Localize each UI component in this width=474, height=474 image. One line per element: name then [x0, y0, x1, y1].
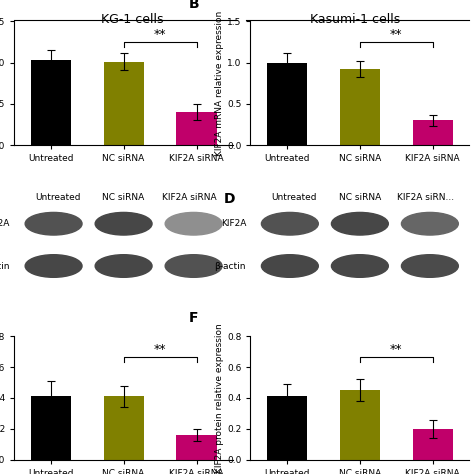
- Bar: [267, 63, 307, 145]
- Text: KIF2A: KIF2A: [0, 219, 10, 228]
- Ellipse shape: [262, 212, 319, 235]
- Text: NC siRNA: NC siRNA: [102, 193, 145, 202]
- Bar: [103, 396, 144, 460]
- Text: Kasumi-1 cells: Kasumi-1 cells: [310, 13, 401, 26]
- Text: **: **: [154, 28, 166, 41]
- Bar: [340, 69, 380, 145]
- Ellipse shape: [25, 212, 82, 235]
- Text: KIF2A siRNA: KIF2A siRNA: [162, 193, 217, 202]
- Text: **: **: [390, 28, 402, 41]
- Ellipse shape: [95, 212, 152, 235]
- Text: KIF2A siRN...: KIF2A siRN...: [397, 193, 454, 202]
- Text: NC siRNA: NC siRNA: [339, 193, 381, 202]
- Text: D: D: [224, 192, 236, 206]
- Bar: [176, 112, 217, 145]
- Bar: [176, 435, 217, 460]
- Ellipse shape: [262, 255, 319, 277]
- Y-axis label: KIF2A protein relative expression: KIF2A protein relative expression: [215, 323, 224, 473]
- Text: **: **: [390, 343, 402, 356]
- Ellipse shape: [331, 255, 388, 277]
- Text: Untreated: Untreated: [272, 193, 317, 202]
- Text: KG-1 cells: KG-1 cells: [101, 13, 164, 26]
- Text: β-actin: β-actin: [215, 262, 246, 271]
- Ellipse shape: [25, 255, 82, 277]
- Text: KIF2A: KIF2A: [221, 219, 246, 228]
- Bar: [103, 62, 144, 145]
- Bar: [267, 396, 307, 460]
- Text: β-actin: β-actin: [0, 262, 10, 271]
- Ellipse shape: [165, 255, 222, 277]
- Bar: [340, 390, 380, 460]
- Bar: [31, 60, 71, 145]
- Ellipse shape: [331, 212, 388, 235]
- Ellipse shape: [401, 255, 458, 277]
- Y-axis label: KIF2A mRNA relative expression: KIF2A mRNA relative expression: [215, 10, 224, 156]
- Bar: [413, 429, 453, 460]
- Ellipse shape: [401, 212, 458, 235]
- Text: B: B: [189, 0, 200, 10]
- Ellipse shape: [165, 212, 222, 235]
- Ellipse shape: [95, 255, 152, 277]
- Bar: [31, 396, 71, 460]
- Text: F: F: [189, 311, 199, 325]
- Text: Untreated: Untreated: [35, 193, 81, 202]
- Bar: [413, 120, 453, 145]
- Text: **: **: [154, 343, 166, 356]
